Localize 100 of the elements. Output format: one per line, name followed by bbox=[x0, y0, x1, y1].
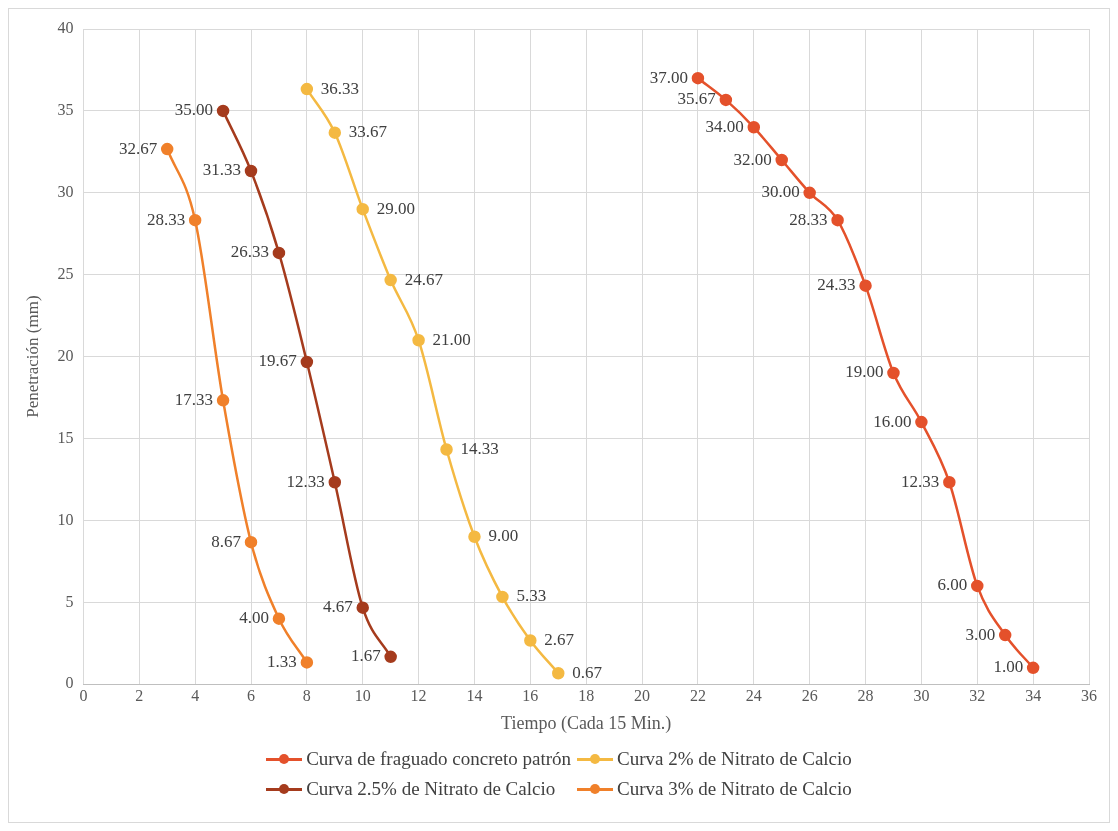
x-tick-label: 8 bbox=[302, 687, 311, 704]
data-label: 0.67 bbox=[572, 662, 603, 682]
point bbox=[719, 93, 733, 107]
point bbox=[915, 415, 928, 429]
x-tick-label: 30 bbox=[913, 687, 930, 704]
point bbox=[216, 394, 230, 407]
data-label: 24.67 bbox=[404, 269, 444, 289]
data-label: 37.00 bbox=[649, 67, 688, 87]
point bbox=[300, 82, 314, 96]
x-tick-label: 0 bbox=[79, 687, 88, 704]
point bbox=[384, 650, 397, 664]
x-tick-label: 20 bbox=[634, 687, 651, 704]
point bbox=[328, 126, 342, 139]
point bbox=[691, 71, 705, 85]
point bbox=[887, 366, 900, 380]
data-label: 33.67 bbox=[348, 122, 388, 142]
data-label: 28.33 bbox=[789, 209, 828, 229]
x-tick-label: 32 bbox=[969, 687, 986, 704]
x-tick-label: 24 bbox=[745, 687, 762, 704]
x-tick-label: 2 bbox=[135, 687, 144, 704]
point bbox=[188, 213, 202, 227]
x-tick-label: 28 bbox=[857, 687, 874, 704]
data-label: 36.33 bbox=[320, 78, 360, 98]
legend-label: Curva 2% de Nitrato de Calcio bbox=[617, 748, 852, 770]
data-label: 24.33 bbox=[817, 275, 856, 295]
y-tick-label: 5 bbox=[65, 592, 74, 610]
point bbox=[216, 104, 230, 118]
data-label: 30.00 bbox=[761, 182, 800, 202]
point bbox=[943, 475, 956, 489]
x-tick-label: 36 bbox=[1081, 687, 1097, 704]
legend-label: Curva de fraguado concreto patrón bbox=[306, 748, 572, 770]
data-label: 3.00 bbox=[965, 624, 996, 644]
x-tick-label: 14 bbox=[466, 687, 483, 704]
point bbox=[244, 164, 258, 178]
legend-label: Curva 2.5% de Nitrato de Calcio bbox=[306, 778, 556, 800]
y-tick-label: 30 bbox=[57, 183, 74, 200]
x-tick-label: 16 bbox=[522, 687, 539, 704]
point bbox=[1026, 661, 1040, 675]
point bbox=[859, 279, 872, 292]
point bbox=[272, 246, 286, 260]
data-label: 16.00 bbox=[873, 411, 912, 431]
y-tick-label: 15 bbox=[57, 428, 74, 446]
data-label: 26.33 bbox=[230, 242, 269, 262]
x-axis-title: Tiempo (Cada 15 Min.) bbox=[501, 712, 672, 734]
data-label: 32.67 bbox=[118, 138, 158, 158]
data-label: 9.00 bbox=[488, 526, 519, 546]
point bbox=[328, 475, 342, 489]
y-axis-title: Penetración (mm) bbox=[22, 295, 42, 418]
point bbox=[412, 333, 425, 347]
legend-label: Curva 3% de Nitrato de Calcio bbox=[617, 778, 852, 800]
x-tick-label: 18 bbox=[578, 687, 595, 704]
data-label: 21.00 bbox=[432, 329, 471, 349]
data-label: 35.00 bbox=[174, 100, 214, 120]
x-tick-label: 34 bbox=[1025, 687, 1042, 704]
point bbox=[272, 612, 286, 625]
data-label: 19.67 bbox=[258, 351, 298, 371]
point bbox=[831, 213, 844, 227]
point bbox=[803, 186, 816, 200]
point bbox=[160, 142, 174, 156]
point bbox=[971, 579, 984, 593]
y-tick-label: 40 bbox=[57, 19, 74, 37]
y-tick-label: 10 bbox=[57, 510, 74, 528]
point bbox=[496, 590, 509, 604]
x-tick-label: 12 bbox=[410, 687, 427, 704]
x-tick-label: 26 bbox=[801, 687, 818, 704]
data-label: 4.00 bbox=[239, 608, 269, 628]
data-label: 12.33 bbox=[901, 471, 940, 491]
x-tick-label: 4 bbox=[191, 687, 200, 704]
point bbox=[300, 656, 314, 669]
y-tick-label: 25 bbox=[57, 264, 74, 282]
data-label: 31.33 bbox=[202, 160, 241, 180]
data-label: 29.00 bbox=[376, 198, 415, 218]
point bbox=[524, 634, 537, 647]
data-label: 28.33 bbox=[146, 209, 186, 229]
point bbox=[384, 273, 397, 287]
point bbox=[356, 202, 369, 216]
point bbox=[998, 628, 1012, 642]
data-label: 14.33 bbox=[460, 438, 499, 458]
x-tick-label: 6 bbox=[247, 687, 255, 704]
point bbox=[468, 530, 481, 544]
point bbox=[775, 153, 788, 167]
data-label: 4.67 bbox=[322, 597, 354, 617]
x-tick-label: 10 bbox=[354, 687, 371, 704]
data-label: 5.33 bbox=[516, 586, 547, 606]
point bbox=[300, 355, 314, 369]
x-tick-label: 22 bbox=[689, 687, 706, 704]
data-label: 8.67 bbox=[211, 531, 242, 551]
data-label: 32.00 bbox=[733, 149, 772, 169]
point bbox=[552, 666, 565, 680]
y-tick-label: 0 bbox=[65, 674, 74, 692]
data-label: 1.00 bbox=[993, 657, 1024, 677]
point bbox=[244, 535, 258, 549]
point bbox=[440, 443, 453, 456]
point bbox=[747, 121, 761, 134]
data-label: 1.33 bbox=[267, 651, 297, 671]
y-tick-label: 35 bbox=[57, 101, 74, 119]
data-label: 34.00 bbox=[705, 116, 744, 136]
data-label: 6.00 bbox=[937, 575, 968, 595]
data-label: 2.67 bbox=[544, 629, 575, 649]
data-label: 35.67 bbox=[677, 89, 717, 109]
